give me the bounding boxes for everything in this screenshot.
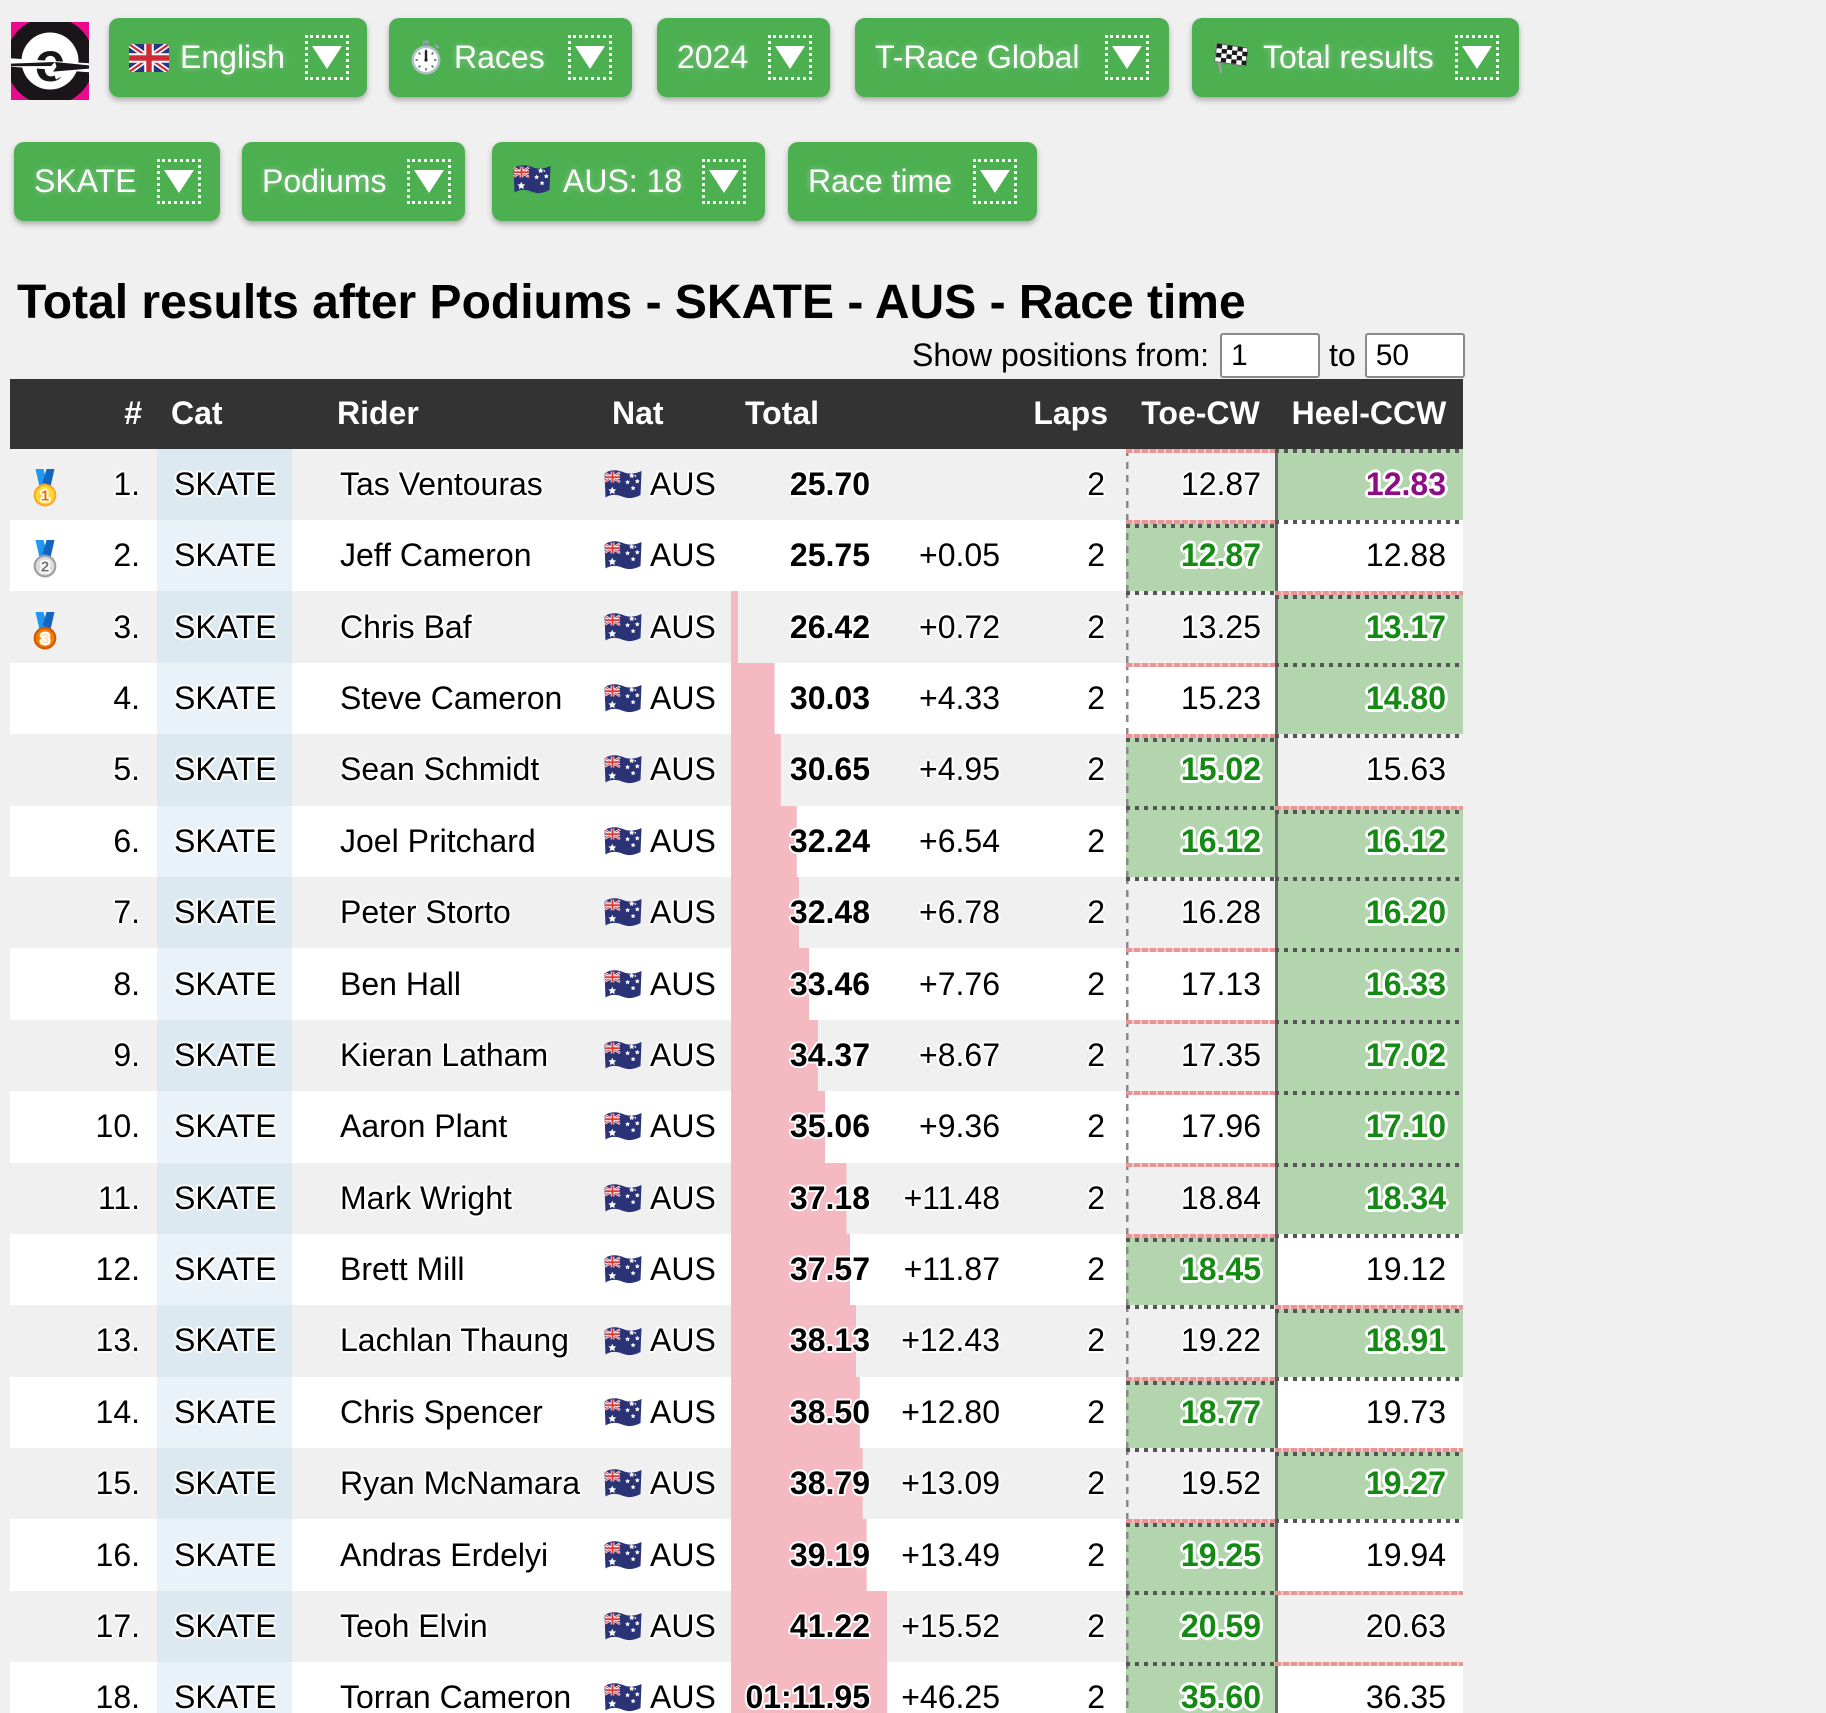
svg-text:3: 3 [41, 630, 49, 647]
svg-text:1: 1 [41, 487, 49, 504]
svg-text:2: 2 [41, 559, 49, 576]
